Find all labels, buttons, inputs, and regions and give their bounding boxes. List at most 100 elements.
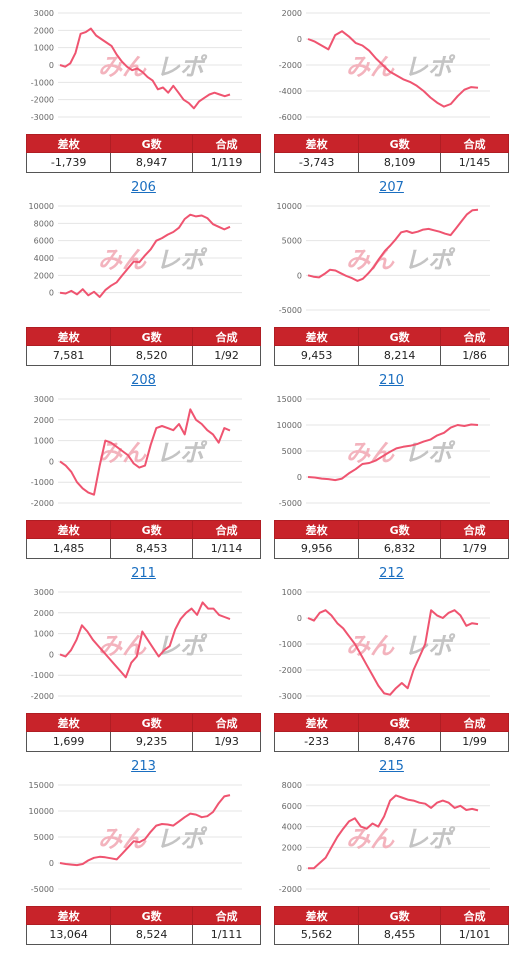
watermark-logo: みん レポ	[98, 246, 208, 274]
value-games: 8,947	[110, 152, 194, 173]
machine-number-link[interactable]: 211	[131, 566, 156, 581]
header-diff: 差枚	[273, 906, 360, 925]
svg-text:みん: みん	[346, 53, 395, 81]
y-tick-label: 4000	[34, 254, 54, 263]
series-line	[59, 27, 231, 110]
machine-number-link[interactable]: 212	[379, 566, 404, 581]
y-tick-label: -3000	[279, 692, 302, 701]
svg-text:レポ: レポ	[404, 53, 456, 81]
y-tick-label: 4000	[282, 823, 302, 832]
machine-card: 213 -5000 0 5000 10000 15000 みん レポ 差枚 G数 合成 13,064 8…	[25, 759, 261, 957]
header-games: G数	[110, 520, 194, 539]
stats-table: 差枚 G数 合成 9,453 8,214 1/86	[273, 327, 509, 366]
value-diff: 13,064	[25, 924, 112, 945]
value-ratio: 1/93	[192, 731, 261, 752]
watermark-logo: みん レポ	[98, 439, 208, 467]
header-diff: 差枚	[273, 713, 360, 732]
header-ratio: 合成	[440, 520, 509, 539]
y-tick-label: -2000	[279, 666, 302, 675]
value-games: 8,109	[358, 152, 442, 173]
y-tick-label: -5000	[279, 499, 302, 508]
series-line	[307, 208, 479, 282]
machine-number-link[interactable]: 215	[379, 759, 404, 774]
y-tick-label: -1000	[31, 478, 54, 487]
y-tick-label: -2000	[279, 61, 302, 70]
y-tick-label: -2000	[31, 96, 54, 105]
slump-chart: -3000 -2000 -1000 0 1000 みん レポ	[279, 588, 490, 701]
header-ratio: 合成	[192, 713, 261, 732]
y-tick-label: -5000	[31, 885, 54, 894]
header-games: G数	[110, 906, 194, 925]
svg-text:みん: みん	[98, 53, 147, 81]
slump-chart: -3000 -2000 -1000 0 1000 2000 3000 みん レポ	[31, 9, 242, 122]
y-tick-label: 8000	[282, 781, 302, 790]
machine-card: 207 -5000 0 5000 10000 みん レポ差枚 G数 合成 9,453 8,214 1/…	[273, 180, 509, 378]
stats-table: 差枚 G数 合成 -3,743 8,109 1/145	[273, 134, 509, 173]
value-ratio: 1/119	[192, 152, 261, 173]
y-tick-label: 2000	[34, 416, 54, 425]
svg-text:レポ: レポ	[404, 439, 456, 467]
machine-number-link[interactable]: 210	[379, 373, 404, 388]
machine-number-link[interactable]: 213	[131, 759, 156, 774]
value-ratio: 1/79	[440, 538, 509, 559]
y-tick-label: 1000	[34, 437, 54, 446]
y-tick-label: 1000	[34, 630, 54, 639]
value-diff: -3,743	[273, 152, 360, 173]
y-tick-label: 2000	[282, 843, 302, 852]
value-diff: 1,699	[25, 731, 112, 752]
machine-number-link[interactable]: 206	[131, 180, 156, 195]
value-games: 8,453	[110, 538, 194, 559]
header-ratio: 合成	[192, 906, 261, 925]
svg-text:みん: みん	[346, 632, 395, 660]
svg-text:レポ: レポ	[156, 632, 208, 660]
header-diff: 差枚	[25, 134, 112, 153]
value-ratio: 1/101	[440, 924, 509, 945]
slump-chart: -5000 0 5000 10000 みん レポ	[277, 202, 490, 315]
machine-number-link[interactable]: 208	[131, 373, 156, 388]
value-ratio: 1/114	[192, 538, 261, 559]
y-tick-label: 2000	[34, 271, 54, 280]
svg-text:レポ: レポ	[404, 632, 456, 660]
value-diff: 7,581	[25, 345, 112, 366]
value-games: 8,214	[358, 345, 442, 366]
slump-chart: -5000 0 5000 10000 15000 みん レポ	[277, 395, 490, 508]
value-diff: 9,956	[273, 538, 360, 559]
y-tick-label: 8000	[34, 219, 54, 228]
slump-chart: 0 2000 4000 6000 8000 10000 みん レポ	[29, 202, 242, 298]
watermark-logo: みん レポ	[346, 439, 456, 467]
header-diff: 差枚	[273, 134, 360, 153]
watermark-logo: みん レポ	[346, 632, 456, 660]
header-ratio: 合成	[440, 906, 509, 925]
header-ratio: 合成	[440, 327, 509, 346]
header-games: G数	[358, 906, 442, 925]
header-diff: 差枚	[25, 906, 112, 925]
value-diff: -233	[273, 731, 360, 752]
y-tick-label: 6000	[34, 237, 54, 246]
machine-number-link[interactable]: 207	[379, 180, 404, 195]
header-games: G数	[110, 134, 194, 153]
series-line	[307, 423, 479, 482]
y-tick-label: 0	[297, 864, 302, 873]
header-games: G数	[358, 327, 442, 346]
header-ratio: 合成	[192, 327, 261, 346]
watermark-logo: みん レポ	[98, 632, 208, 660]
y-tick-label: 2000	[34, 609, 54, 618]
header-diff: 差枚	[25, 327, 112, 346]
svg-text:みん: みん	[346, 825, 395, 853]
y-tick-label: 0	[297, 35, 302, 44]
svg-text:レポ: レポ	[156, 53, 208, 81]
y-tick-label: 0	[49, 859, 54, 868]
y-tick-label: 3000	[34, 9, 54, 18]
watermark-logo: みん レポ	[98, 53, 208, 81]
header-ratio: 合成	[192, 520, 261, 539]
watermark-logo: みん レポ	[98, 825, 208, 853]
watermark-logo: みん レポ	[346, 825, 456, 853]
svg-text:レポ: レポ	[156, 825, 208, 853]
stats-table: 差枚 G数 合成 7,581 8,520 1/92	[25, 327, 261, 366]
machine-card: 215 -2000 0 2000 4000 6000 8000 みん レポ 差枚 G数 合成 5,562…	[273, 759, 509, 957]
machine-card: -6000 -4000 -2000 0 2000 みん レポ 差枚 G数 合成 -3,743 8,10…	[273, 0, 509, 185]
machine-card: 210 -5000 0 5000 10000 15000 みん レポ 差枚 G数 合成 9,956 6,…	[273, 373, 509, 571]
stats-table: 差枚 G数 合成 1,699 9,235 1/93	[25, 713, 261, 752]
value-games: 8,524	[110, 924, 194, 945]
value-ratio: 1/145	[440, 152, 509, 173]
